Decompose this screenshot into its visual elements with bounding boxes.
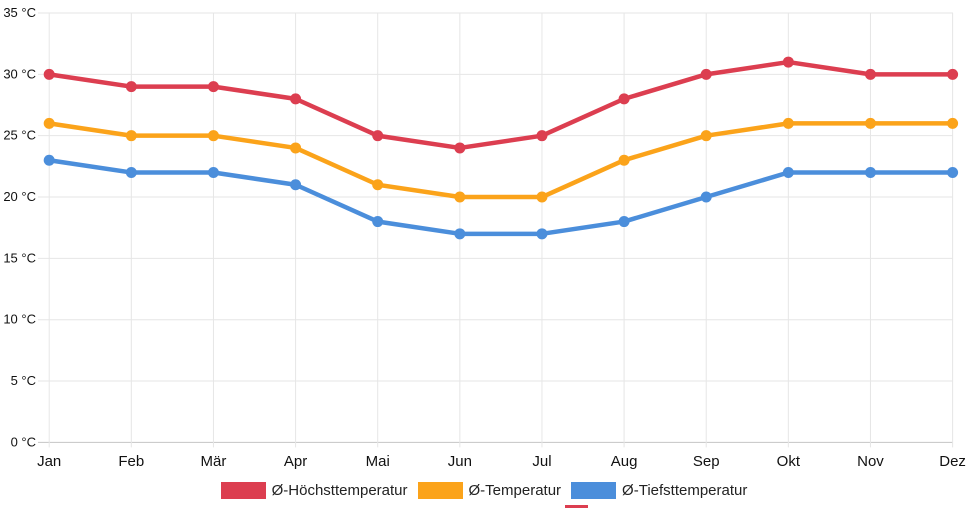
data-point-Ø-Temperatur-Jul[interactable] [536, 191, 548, 203]
data-point-Ø-Höchsttemperatur-Mai[interactable] [372, 130, 384, 142]
x-axis-month-label: Jul [532, 453, 551, 470]
series-line-Ø-Temperatur [46, 121, 955, 200]
x-axis-month-label: Nov [857, 453, 884, 470]
data-point-Ø-Höchsttemperatur-Dez[interactable] [947, 68, 959, 80]
data-point-Ø-Tiefsttemperatur-Feb[interactable] [125, 166, 137, 178]
data-point-Ø-Tiefsttemperatur-Nov[interactable] [864, 166, 876, 178]
legend-label-hoechsttemperatur: Ø-Höchsttemperatur [271, 482, 408, 499]
data-point-Ø-Temperatur-Jan[interactable] [43, 117, 55, 129]
y-axis-tick-label: 25 °C [3, 128, 36, 143]
data-point-Ø-Temperatur-Okt[interactable] [782, 117, 794, 129]
legend-item-hoechsttemperatur[interactable]: Ø-Höchsttemperatur [220, 482, 408, 499]
data-point-Ø-Tiefsttemperatur-Jul[interactable] [536, 228, 548, 240]
legend-swatch-tiefsttemperatur [571, 482, 617, 499]
data-point-Ø-Höchsttemperatur-Mär[interactable] [207, 81, 219, 93]
x-axis-month-label: Aug [611, 453, 638, 470]
x-axis-month-label: Jun [448, 453, 472, 470]
x-axis-month-label: Apr [284, 453, 307, 470]
data-point-Ø-Höchsttemperatur-Nov[interactable] [864, 68, 876, 80]
data-point-Ø-Temperatur-Jun[interactable] [454, 191, 466, 203]
legend-label-temperatur: Ø-Temperatur [468, 482, 562, 499]
data-point-Ø-Temperatur-Mär[interactable] [207, 130, 219, 142]
data-point-Ø-Tiefsttemperatur-Mai[interactable] [372, 216, 384, 228]
y-axis-tick-label: 5 °C [11, 373, 36, 388]
series-line-Ø-Tiefsttemperatur [46, 157, 955, 237]
data-point-Ø-Temperatur-Sep[interactable] [700, 130, 712, 142]
data-point-Ø-Tiefsttemperatur-Aug[interactable] [618, 216, 630, 228]
x-axis-month-label: Okt [777, 453, 801, 470]
data-point-Ø-Höchsttemperatur-Jun[interactable] [454, 142, 466, 154]
data-point-Ø-Höchsttemperatur-Jul[interactable] [536, 130, 548, 142]
data-point-Ø-Höchsttemperatur-Apr[interactable] [290, 93, 302, 105]
y-axis-tick-label: 35 °C [3, 5, 36, 20]
data-point-Ø-Tiefsttemperatur-Jun[interactable] [454, 228, 466, 240]
x-axis-month-label: Mai [366, 453, 390, 470]
data-point-Ø-Temperatur-Nov[interactable] [864, 117, 876, 129]
x-axis-month-label: Dez [939, 453, 966, 470]
data-point-Ø-Höchsttemperatur-Aug[interactable] [618, 93, 630, 105]
y-axis-tick-label: 10 °C [3, 312, 36, 327]
data-point-Ø-Tiefsttemperatur-Sep[interactable] [700, 191, 712, 203]
data-point-Ø-Temperatur-Aug[interactable] [618, 154, 630, 166]
y-axis-tick-label: 15 °C [3, 250, 36, 265]
legend-label-tiefsttemperatur: Ø-Tiefsttemperatur [622, 482, 748, 499]
chart-legend: Ø-Höchsttemperatur Ø-Temperatur Ø-Tiefst… [0, 482, 968, 499]
legend-item-temperatur[interactable]: Ø-Temperatur [417, 482, 562, 499]
y-axis-tick-label: 30 °C [3, 66, 36, 81]
x-axis-month-label: Mär [201, 453, 227, 470]
data-point-Ø-Temperatur-Mai[interactable] [372, 179, 384, 191]
data-point-Ø-Höchsttemperatur-Okt[interactable] [782, 56, 794, 68]
x-axis-month-label: Feb [118, 453, 144, 470]
legend-swatch-hoechsttemperatur [220, 482, 266, 499]
data-point-Ø-Tiefsttemperatur-Mär[interactable] [207, 166, 219, 178]
legend-item-tiefsttemperatur[interactable]: Ø-Tiefsttemperatur [571, 482, 747, 499]
data-point-Ø-Tiefsttemperatur-Dez[interactable] [947, 166, 959, 178]
series-line-Ø-Höchsttemperatur [46, 59, 955, 151]
data-point-Ø-Tiefsttemperatur-Okt[interactable] [782, 166, 794, 178]
cutoff-red-element [565, 505, 588, 508]
data-point-Ø-Temperatur-Feb[interactable] [125, 130, 137, 142]
x-axis-month-label: Sep [693, 453, 720, 470]
data-point-Ø-Temperatur-Apr[interactable] [290, 142, 302, 154]
x-axis-month-label: Jan [37, 453, 61, 470]
legend-swatch-temperatur [417, 482, 463, 499]
data-point-Ø-Höchsttemperatur-Sep[interactable] [700, 68, 712, 80]
data-point-Ø-Höchsttemperatur-Feb[interactable] [125, 81, 137, 93]
y-axis-tick-label: 20 °C [3, 189, 36, 204]
data-point-Ø-Temperatur-Dez[interactable] [947, 117, 959, 129]
data-point-Ø-Höchsttemperatur-Jan[interactable] [43, 68, 55, 80]
data-point-Ø-Tiefsttemperatur-Apr[interactable] [290, 179, 302, 191]
data-point-Ø-Tiefsttemperatur-Jan[interactable] [43, 154, 55, 166]
y-axis-tick-label: 0 °C [11, 434, 36, 449]
